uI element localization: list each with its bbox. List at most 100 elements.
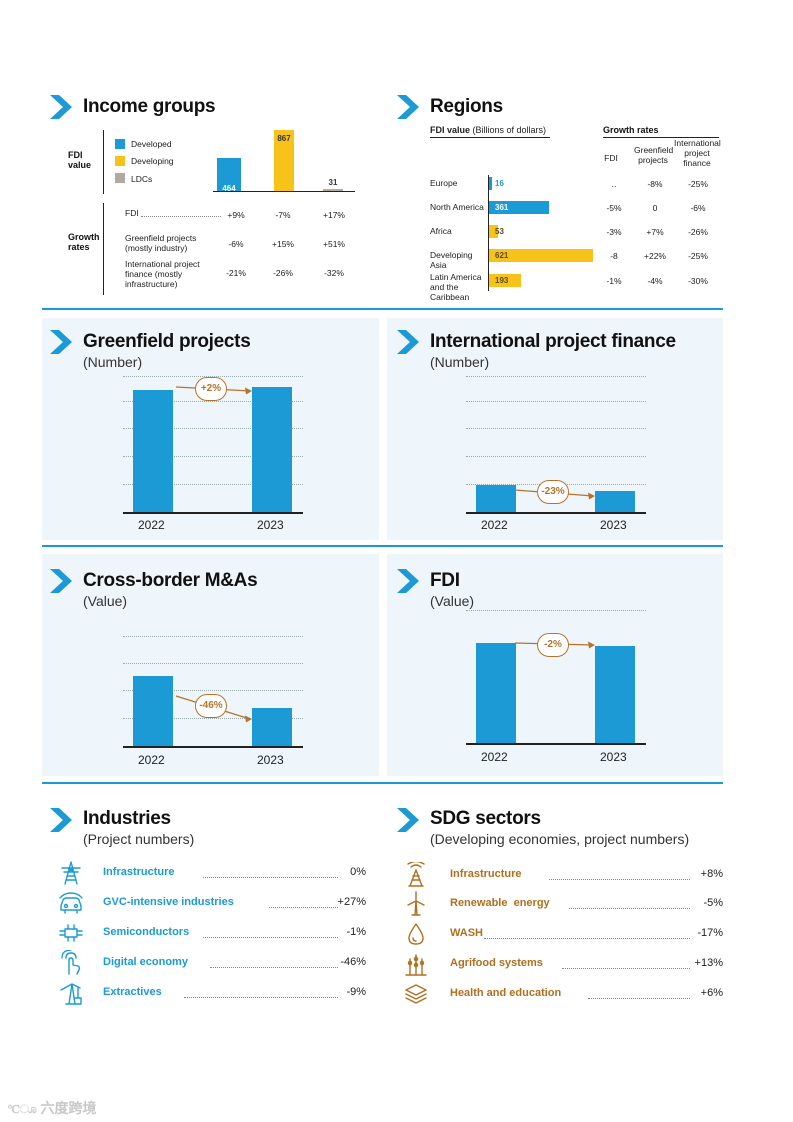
region-rate: -25% (688, 251, 708, 261)
income-rate: -6% (228, 239, 244, 249)
gridline (123, 636, 303, 637)
region-rate: .. (611, 179, 617, 189)
car-icon (59, 892, 83, 914)
chevron-icon (397, 808, 419, 832)
chevron-icon (50, 330, 72, 354)
change-badge: -46% (195, 694, 227, 718)
year-label: 2023 (600, 518, 627, 532)
fdi-panel (387, 554, 723, 776)
gridline (123, 401, 303, 402)
rule (603, 137, 719, 138)
fdi-value-label: FDI value (68, 150, 92, 171)
income-bar (217, 158, 241, 191)
region-bar (489, 249, 593, 262)
growth-rates-label: Growth rates (68, 232, 100, 253)
change-badge: +2% (195, 377, 227, 401)
touch-hand-icon (61, 950, 81, 975)
section-rule (42, 308, 723, 310)
region-rate: -5% (606, 203, 622, 213)
greenfield-title: Greenfield projects (83, 331, 251, 352)
sdg-subtitle: (Developing economies, project numbers) (430, 831, 690, 847)
industry-value: -1% (346, 926, 366, 938)
chip-icon (59, 924, 83, 942)
mna-panel (42, 554, 379, 776)
growth-header: Growth rates (603, 125, 659, 135)
region-name: Latin America and the Caribbean (430, 272, 482, 302)
income-bar-label: 464 (222, 184, 236, 193)
mna-subtitle: (Value) (83, 593, 128, 609)
x-axis (466, 512, 646, 514)
legend-swatch-developing (115, 156, 125, 166)
region-rate: -30% (688, 276, 708, 286)
sdg-value: -17% (697, 927, 723, 939)
sdg-value: +8% (700, 868, 723, 880)
divider (103, 130, 104, 194)
leader-dots (203, 877, 338, 878)
sdg-name: Agrifood systems (450, 957, 543, 969)
watermark: ℃ೂ 六度跨境 (8, 1100, 97, 1116)
legend-developing: Developing (131, 156, 174, 166)
chevron-icon (50, 569, 72, 593)
year-label: 2023 (257, 518, 284, 532)
industries-title: Industries (83, 808, 171, 829)
income-rate: +51% (323, 239, 345, 249)
region-rate: -1% (606, 276, 622, 286)
gridline (123, 718, 303, 719)
sdg-value: +6% (700, 987, 723, 999)
leader-dots (549, 879, 690, 880)
region-bar-label: 16 (495, 179, 504, 188)
fdi-header-bold: FDI value (430, 125, 471, 135)
income-groups-title: Income groups (83, 96, 216, 117)
leader-dots (183, 997, 338, 998)
chevron-icon (50, 95, 72, 119)
year-label: 2022 (481, 750, 508, 764)
row-label-fdi: FDI (125, 208, 139, 218)
income-rate: -7% (275, 210, 291, 220)
change-badge: -23% (537, 480, 569, 504)
gridline (123, 428, 303, 429)
sdg-value: -5% (703, 897, 723, 909)
income-bar (274, 130, 294, 191)
col-fdi: FDI (604, 153, 618, 163)
industry-name: Digital economy (103, 956, 188, 968)
legend-ldcs: LDCs (131, 174, 153, 184)
leader-dots (484, 938, 690, 939)
region-rate: -6% (690, 203, 706, 213)
income-axis (213, 191, 355, 192)
chevron-icon (397, 95, 419, 119)
gridline (466, 428, 646, 429)
leader-dots (210, 967, 338, 968)
region-name: Europe (430, 178, 458, 188)
section-rule (42, 782, 723, 784)
oil-pump-icon (60, 983, 82, 1005)
region-bar (489, 274, 521, 287)
row-label-ipf: International project finance (mostly in… (125, 259, 200, 289)
income-bar (323, 189, 343, 191)
income-bar-label: 867 (277, 134, 291, 143)
gridline (466, 610, 646, 611)
wheat-icon (405, 954, 427, 976)
regions-fdi-header: FDI value (Billions of dollars) (430, 125, 546, 135)
legend-swatch-developed (115, 139, 125, 149)
sdg-name: Health and education (450, 987, 562, 999)
col-greenfield: Greenfield projects (634, 145, 674, 165)
x-axis (466, 743, 646, 745)
region-name: Africa (430, 226, 452, 236)
change-badge: -2% (537, 633, 569, 657)
regions-title: Regions (430, 96, 503, 117)
legend-swatch-ldcs (115, 173, 125, 183)
mna-title: Cross-border M&As (83, 570, 258, 591)
income-rate: -21% (226, 268, 246, 278)
region-rate: -26% (688, 227, 708, 237)
region-bar (489, 225, 498, 238)
income-rate: +9% (227, 210, 245, 220)
region-rate: -3% (606, 227, 622, 237)
region-name: Developing Asia (430, 250, 473, 270)
ipf-subtitle: (Number) (430, 354, 490, 370)
leader-dots (141, 216, 221, 217)
region-rate: -8% (647, 179, 663, 189)
wind-turbine-icon (407, 891, 425, 916)
region-name: North America (430, 202, 484, 212)
books-icon (405, 984, 427, 1004)
